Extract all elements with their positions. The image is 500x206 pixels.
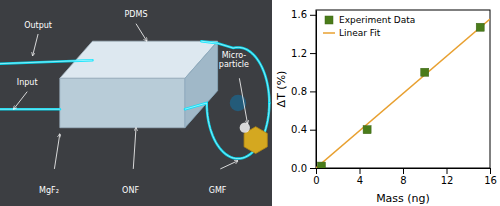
annotation: Input bbox=[17, 78, 38, 87]
y-tick: 0.0 bbox=[291, 163, 316, 174]
annotation: Output bbox=[24, 20, 52, 29]
annotation-line: ONF bbox=[122, 185, 139, 194]
y-tick-mark bbox=[310, 53, 316, 54]
y-tick-mark bbox=[310, 91, 316, 92]
legend-swatch bbox=[323, 32, 335, 34]
fiber bbox=[185, 103, 269, 159]
y-tick: 1.2 bbox=[291, 48, 316, 59]
y-tick-label: 0.0 bbox=[291, 163, 307, 174]
data-point bbox=[317, 162, 325, 168]
y-axis: 0.0 0.4 0.8 1.2 1.6 bbox=[291, 9, 316, 173]
fiber-core bbox=[0, 60, 92, 64]
legend: Experiment Data Linear Fit bbox=[323, 15, 415, 38]
fiber-core bbox=[201, 41, 269, 103]
fit-line bbox=[316, 19, 490, 168]
chart-container: PDMS Output Input Micro-particle MgF₂ ONF GMF 0… bbox=[0, 0, 500, 206]
slab-right bbox=[185, 41, 218, 128]
annotation: PDMS bbox=[125, 10, 148, 19]
plot-area bbox=[316, 19, 490, 168]
data-point bbox=[363, 126, 371, 134]
annotation-line: particle bbox=[219, 60, 249, 69]
annotation-arrow bbox=[136, 24, 147, 42]
x-tick-label: 8 bbox=[400, 175, 406, 186]
y-tick: 0.4 bbox=[291, 124, 316, 135]
x-axis-title: Mass (ng) bbox=[376, 192, 430, 205]
annotation-line: Micro- bbox=[222, 51, 247, 60]
diagram: PDMS Output Input Micro-particle MgF₂ ONF GMF bbox=[0, 0, 272, 206]
x-tick-mark bbox=[316, 168, 317, 174]
fiber-core bbox=[185, 103, 269, 159]
y-tick: 1.6 bbox=[291, 9, 316, 20]
y-tick-mark bbox=[310, 130, 316, 131]
annotation-arrow bbox=[133, 128, 136, 169]
annotation: ONF bbox=[122, 185, 139, 194]
annotation: MgF₂ bbox=[39, 185, 59, 194]
x-tick-label: 0 bbox=[313, 175, 319, 186]
legend-label: Linear Fit bbox=[339, 28, 381, 38]
microparticle-glow bbox=[240, 123, 250, 133]
fiber bbox=[201, 41, 269, 103]
diagram-background bbox=[0, 0, 272, 206]
data-point bbox=[421, 68, 429, 76]
x-tick-label: 4 bbox=[357, 175, 363, 186]
y-tick-label: 1.2 bbox=[291, 48, 307, 59]
annotation-arrow bbox=[33, 34, 38, 56]
annotation-arrow bbox=[14, 92, 28, 110]
x-tick-label: 16 bbox=[484, 175, 497, 186]
fiber bbox=[0, 108, 60, 111]
data-point bbox=[476, 23, 484, 31]
x-tick: 4 bbox=[357, 168, 363, 186]
annotation-line: GMF bbox=[209, 185, 227, 194]
x-tick-mark bbox=[490, 168, 491, 174]
y-tick-mark bbox=[310, 168, 316, 169]
annotation-line: Output bbox=[24, 20, 52, 29]
legend-label: Experiment Data bbox=[339, 15, 415, 25]
annotation-arrow bbox=[54, 134, 59, 169]
x-tick: 0 bbox=[313, 168, 319, 186]
x-tick-label: 12 bbox=[441, 175, 454, 186]
annotation: GMF bbox=[209, 185, 227, 194]
x-tick-mark bbox=[360, 168, 361, 174]
annotation-line: PDMS bbox=[125, 10, 148, 19]
y-tick-label: 0.4 bbox=[291, 124, 307, 135]
x-tick: 8 bbox=[400, 168, 406, 186]
y-tick-mark bbox=[310, 15, 316, 16]
plot-background bbox=[316, 10, 490, 168]
legend-swatch bbox=[325, 16, 333, 24]
x-tick: 16 bbox=[484, 168, 497, 186]
y-tick: 0.8 bbox=[291, 86, 316, 97]
annotation-arrow bbox=[239, 78, 247, 123]
slab-front bbox=[60, 78, 185, 127]
plot-frame bbox=[316, 10, 490, 168]
annotation: Micro-particle bbox=[219, 51, 249, 69]
y-axis-title: ΔT (%) bbox=[275, 71, 288, 108]
annotation-arrow bbox=[220, 161, 238, 169]
x-axis: 0 4 8 12 16 bbox=[313, 168, 497, 186]
x-tick-mark bbox=[403, 168, 404, 174]
y-tick-label: 1.6 bbox=[291, 9, 307, 20]
fiber-core bbox=[0, 109, 60, 110]
x-tick: 12 bbox=[441, 168, 454, 186]
fiber bbox=[0, 60, 92, 64]
y-tick-label: 0.8 bbox=[291, 86, 307, 97]
x-tick-mark bbox=[447, 168, 448, 174]
chart-svg: PDMS Output Input Micro-particle MgF₂ ONF GMF 0… bbox=[0, 0, 500, 206]
annotation-line: Input bbox=[17, 78, 38, 87]
annotation-line: MgF₂ bbox=[39, 185, 59, 194]
